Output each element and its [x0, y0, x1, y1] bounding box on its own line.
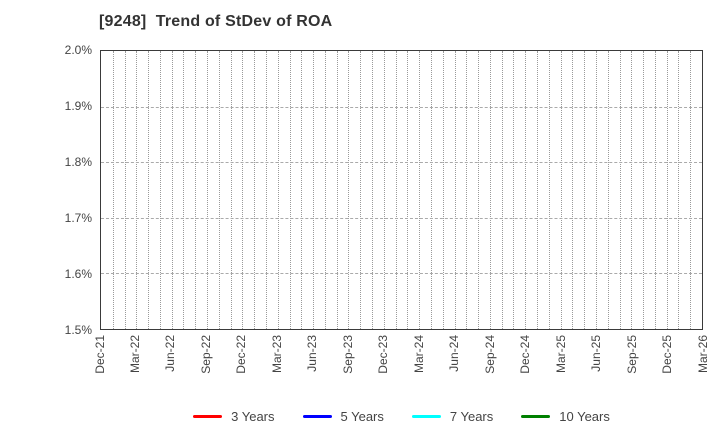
x-tick-label: Dec-25	[660, 335, 675, 374]
vertical-gridline	[572, 51, 574, 329]
vertical-gridline	[183, 51, 185, 329]
vertical-gridline	[584, 51, 586, 329]
legend-line-swatch	[521, 414, 551, 418]
legend-label: 7 Years	[449, 408, 494, 424]
vertical-gridline	[136, 51, 138, 329]
vertical-gridline	[407, 51, 409, 329]
y-tick-label: 1.8%	[64, 155, 92, 169]
legend-label: 5 Years	[340, 408, 384, 424]
vertical-gridline	[690, 51, 692, 329]
vertical-gridline	[265, 51, 267, 329]
x-tick-label: Dec-22	[234, 335, 249, 374]
vertical-gridline	[171, 51, 173, 329]
vertical-gridline	[195, 51, 197, 329]
vertical-gridline	[277, 51, 279, 329]
vertical-gridline	[643, 51, 645, 329]
vertical-gridline	[254, 51, 256, 329]
x-tick-label: Sep-25	[624, 335, 639, 374]
x-tick-label: Jun-25	[589, 335, 604, 372]
legend: 3 Years 5 Years 7 Years 10 Years	[100, 404, 703, 428]
vertical-gridline	[336, 51, 338, 329]
y-tick-label: 1.6%	[64, 267, 92, 281]
vertical-gridline	[430, 51, 432, 329]
legend-item: 10 Years	[521, 409, 610, 424]
vertical-gridline	[466, 51, 468, 329]
vertical-gridline	[242, 51, 244, 329]
vertical-gridline	[372, 51, 374, 329]
x-tick-label: Mar-24	[411, 335, 426, 374]
vertical-gridline	[159, 51, 161, 329]
legend-label: 3 Years	[231, 408, 275, 424]
vertical-gridline	[230, 51, 232, 329]
vertical-gridline	[537, 51, 539, 329]
vertical-gridline	[419, 51, 421, 329]
vertical-gridline	[348, 51, 350, 329]
x-tick-label: Dec-23	[376, 335, 391, 374]
legend-item: 3 Years	[193, 408, 275, 424]
y-tick-label: 1.9%	[64, 99, 92, 113]
x-tick-label: Dec-21	[92, 335, 107, 374]
vertical-gridline	[124, 51, 126, 329]
x-tick-label: Mar-23	[269, 335, 284, 374]
vertical-gridline	[489, 51, 491, 329]
vertical-gridline	[678, 51, 680, 329]
vertical-gridline	[525, 51, 527, 329]
vertical-gridline	[548, 51, 550, 329]
vertical-gridline	[207, 51, 209, 329]
vertical-gridline	[218, 51, 220, 329]
vertical-gridline	[478, 51, 480, 329]
vertical-gridline	[112, 51, 114, 329]
vertical-gridline	[301, 51, 303, 329]
vertical-gridline	[360, 51, 362, 329]
vertical-gridline	[607, 51, 609, 329]
vertical-gridline	[324, 51, 326, 329]
plot-area	[100, 50, 703, 330]
vertical-gridline	[383, 51, 385, 329]
legend-line-swatch	[302, 414, 332, 418]
x-tick-label: Sep-23	[340, 335, 355, 374]
vertical-gridline	[313, 51, 315, 329]
x-tick-label: Jun-22	[163, 335, 178, 372]
vertical-gridline	[666, 51, 668, 329]
x-tick-label: Sep-24	[482, 335, 497, 374]
vertical-gridline	[619, 51, 621, 329]
x-tick-label: Mar-25	[553, 335, 568, 374]
vertical-gridline	[289, 51, 291, 329]
legend-item: 7 Years	[411, 408, 494, 424]
vertical-gridline	[442, 51, 444, 329]
vertical-gridline	[595, 51, 597, 329]
legend-item: 5 Years	[302, 408, 384, 424]
legend-line-swatch	[193, 414, 223, 418]
x-tick-label: Mar-22	[127, 335, 142, 374]
legend-label: 10 Years	[559, 408, 610, 424]
vertical-gridline	[454, 51, 456, 329]
x-tick-label: Jun-24	[447, 335, 462, 372]
x-tick-label: Jun-23	[305, 335, 320, 372]
vertical-gridline	[148, 51, 150, 329]
horizontal-gridline	[101, 106, 702, 108]
horizontal-gridline	[101, 162, 702, 164]
vertical-gridline	[501, 51, 503, 329]
x-tick-label: Dec-24	[518, 335, 533, 374]
x-tick-label: Sep-22	[198, 335, 213, 374]
legend-line-swatch	[411, 414, 441, 418]
chart-title: [9248] Trend of StDev of ROA	[99, 13, 333, 30]
y-tick-label: 1.7%	[64, 211, 92, 225]
vertical-gridline	[513, 51, 515, 329]
y-tick-label: 2.0%	[64, 43, 92, 57]
horizontal-gridline	[101, 273, 702, 275]
x-tick-label: Mar-26	[695, 335, 710, 374]
vertical-gridline	[560, 51, 562, 329]
vertical-gridline	[631, 51, 633, 329]
horizontal-gridline	[101, 217, 702, 219]
y-tick-label: 1.5%	[64, 323, 92, 337]
vertical-gridline	[395, 51, 397, 329]
vertical-gridline	[654, 51, 656, 329]
